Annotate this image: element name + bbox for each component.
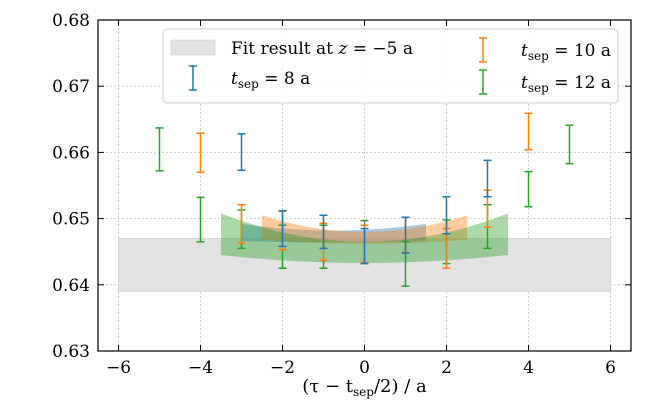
x-tick-label: −4 — [188, 358, 213, 378]
y-tick-label: 0.68 — [52, 11, 90, 31]
error-bar — [196, 196, 205, 243]
legend-label-fit: Fit result at z = −5 a — [231, 39, 413, 59]
x-axis-label: (τ − tsep/2) / a — [302, 376, 427, 399]
axis-ticks: −6 −4 −2 0 2 4 6 0.63 0.64 0.65 0.66 0.67 0.68 — [52, 11, 631, 378]
y-tick-label: 0.66 — [52, 143, 90, 163]
x-tick-label: 2 — [441, 358, 452, 378]
error-bar — [360, 227, 369, 265]
error-bar — [155, 127, 164, 172]
error-bar — [442, 196, 451, 235]
legend-box — [162, 28, 619, 104]
legend: Fit result at z = −5 a tsep = 8 a tsep = 1… — [162, 28, 619, 104]
error-bar — [524, 112, 533, 151]
x-tick-label: −2 — [270, 358, 295, 378]
legend-entry: tsep = 8 a — [189, 65, 310, 91]
legend-label: tsep = 12 a — [521, 73, 611, 95]
x-tick-label: −6 — [106, 358, 131, 378]
legend-label: tsep = 8 a — [231, 69, 310, 91]
series-band — [241, 223, 426, 243]
error-bar — [319, 214, 328, 250]
error-bar — [237, 203, 246, 244]
x-tick-label: 4 — [523, 358, 534, 378]
series-band — [262, 215, 467, 244]
legend-entry: tsep = 10 a — [479, 37, 611, 63]
legend-swatch-fit — [170, 39, 216, 56]
error-bar — [196, 132, 205, 174]
error-bar — [237, 133, 246, 172]
x-tick-label: 0 — [359, 358, 370, 378]
series-bands-layer — [221, 213, 508, 263]
y-tick-label: 0.67 — [52, 77, 90, 97]
series-band — [221, 213, 508, 263]
legend-label: tsep = 10 a — [521, 41, 611, 63]
error-bar — [565, 124, 574, 165]
y-tick-label: 0.64 — [52, 276, 90, 296]
x-tick-label: 6 — [605, 358, 616, 378]
error-bars-layer — [155, 112, 574, 287]
error-bar — [278, 209, 287, 248]
error-bar — [483, 159, 492, 198]
legend-entry: tsep = 12 a — [479, 69, 611, 95]
error-bar — [524, 170, 533, 208]
error-bar — [401, 216, 410, 254]
y-tick-label: 0.63 — [52, 342, 90, 362]
y-tick-label: 0.65 — [52, 210, 90, 230]
